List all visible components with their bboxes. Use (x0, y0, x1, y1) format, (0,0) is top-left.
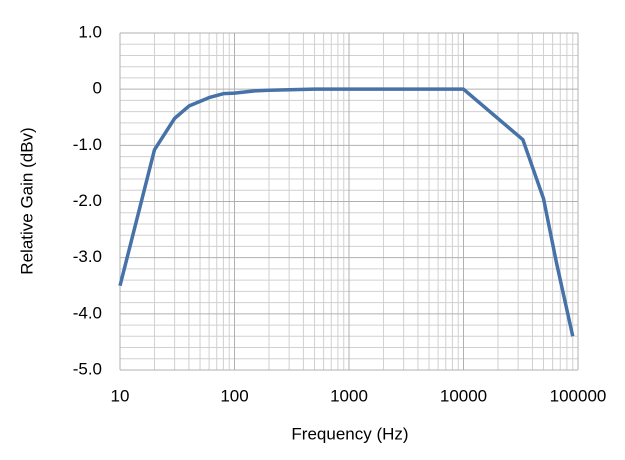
x-axis-label: Frequency (Hz) (291, 424, 408, 443)
y-tick-label: 1.0 (78, 22, 102, 41)
x-tick-label: 10 (111, 386, 130, 405)
y-tick-label: -4.0 (73, 303, 102, 322)
x-tick-label: 10000 (440, 386, 487, 405)
y-axis-label: Relative Gain (dBv) (17, 127, 36, 274)
y-tick-label: 0 (93, 79, 102, 98)
y-tick-label: -3.0 (73, 247, 102, 266)
data-line (118, 87, 575, 337)
x-tick-label: 100000 (550, 386, 607, 405)
y-tick-label: -1.0 (73, 135, 102, 154)
y-tick-label: -2.0 (73, 191, 102, 210)
y-tick-label: -5.0 (73, 359, 102, 378)
x-tick-label: 1000 (330, 386, 368, 405)
x-tick-label: 100 (220, 386, 248, 405)
